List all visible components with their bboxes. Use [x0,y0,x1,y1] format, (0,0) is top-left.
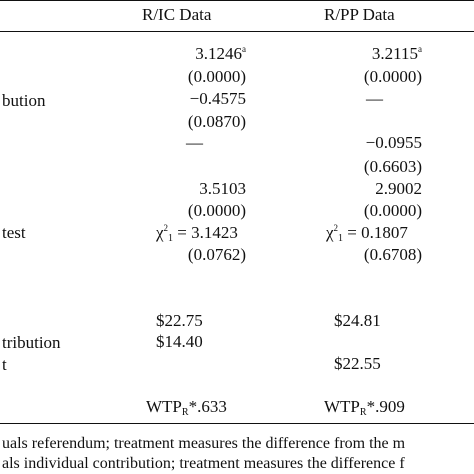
rpp-wtp-3: $22.55 [334,354,381,373]
ric-wtp-1: $22.75 [156,311,203,330]
ric-pvalue-1: (0.0000) [187,67,246,86]
row-label-t: t [2,355,7,374]
rpp-pvalue-1: (0.0000) [363,67,422,86]
footnote-2: als individual contribution; treatment m… [2,455,405,472]
header-col-ric: R/IC Data [142,5,212,24]
row-label-contribution-2: tribution [2,333,61,352]
ric-wtp-2: $14.40 [156,332,203,351]
rpp-dash-2: — [366,89,383,108]
ric-coef-4: 3.5103 [199,179,246,198]
rpp-coef-3: −0.0955 [365,133,422,152]
header-rule [0,31,474,32]
rpp-pvalue-3: (0.6603) [363,157,422,176]
ric-dash-3: — [186,133,203,152]
row-label-test: test [2,223,26,242]
ric-pvalue-5: (0.0762) [187,245,246,264]
bottom-rule [0,423,474,424]
rpp-chi-square: χ21 = 0.1807 [326,223,408,244]
row-label-contribution: bution [2,91,46,110]
rpp-pvalue-5: (0.6708) [363,245,422,264]
rpp-pvalue-4: (0.0000) [363,201,422,220]
header-col-rpp: R/PP Data [324,5,395,24]
ric-pvalue-4: (0.0000) [187,201,246,220]
top-rule [0,0,474,1]
rpp-wtp-1: $24.81 [334,311,381,330]
ric-coef-1: 3.1246a [195,44,246,63]
ric-coef-2: −0.4575 [189,89,246,108]
rpp-coef-4: 2.9002 [375,179,422,198]
ric-chi-square: χ21 = 3.1423 [156,223,238,244]
ric-pvalue-2: (0.0870) [187,112,246,131]
rpp-wtp-ratio: WTPR*.909 [324,397,405,418]
footnote-1: uals referendum; treatment measures the … [2,435,406,452]
ric-wtp-ratio: WTPR*.633 [146,397,227,418]
rpp-coef-1: 3.2115a [371,44,422,63]
